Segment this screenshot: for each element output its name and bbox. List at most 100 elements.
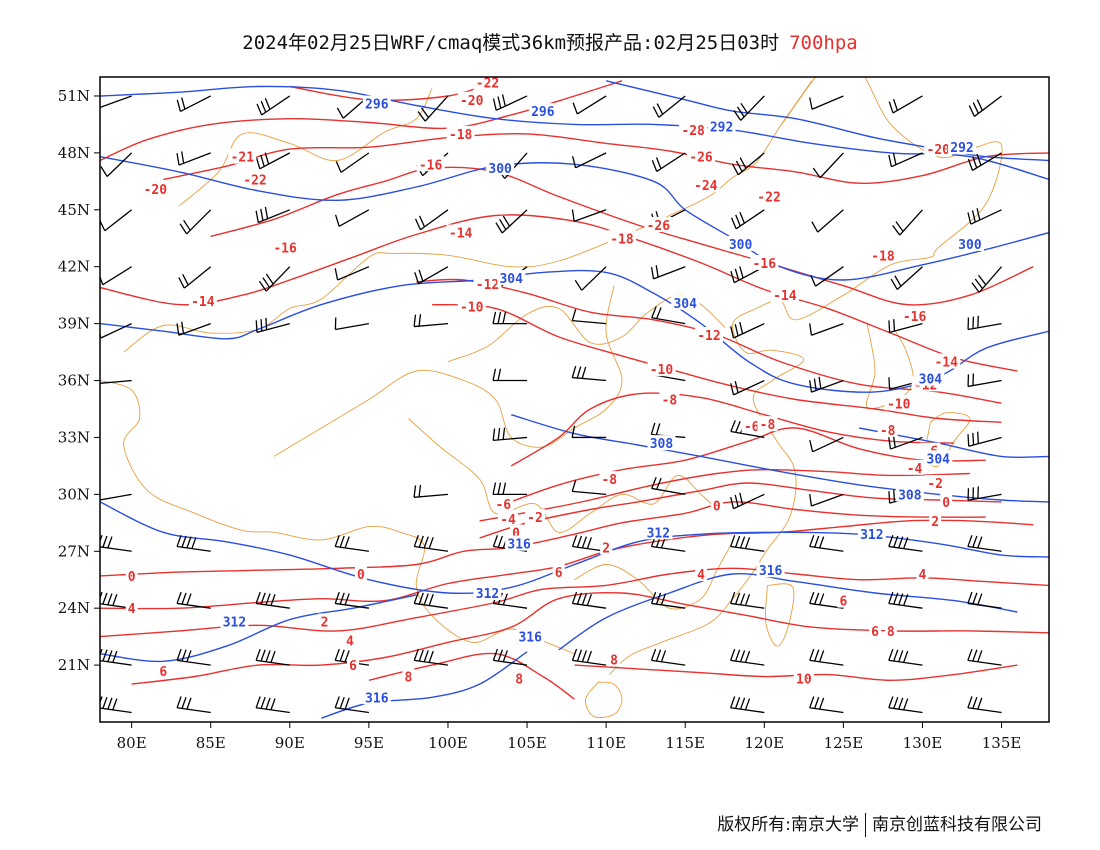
- wind-barb-feather: [810, 274, 817, 287]
- wind-barb-staff: [176, 545, 211, 552]
- height-label: 296: [365, 98, 389, 113]
- contour-label-bg: [895, 486, 924, 502]
- wind-barb-feather: [571, 535, 578, 547]
- wind-barb-feather: [739, 321, 744, 334]
- wind-barb-staff: [967, 602, 1002, 609]
- wind-barb: [495, 209, 528, 234]
- wind-barb: [809, 95, 844, 110]
- wind-barb: [255, 696, 290, 714]
- wind-barb-feather: [736, 106, 745, 118]
- wind-barb-feather: [813, 378, 817, 391]
- wind-barb: [334, 648, 369, 666]
- temperature-label: -16: [273, 242, 297, 257]
- contour-label-bg: [362, 689, 391, 705]
- wind-barb-feather: [100, 648, 103, 657]
- contour-label-bg: [757, 416, 778, 432]
- contour-label-bg: [695, 566, 708, 582]
- wind-barb-feather: [888, 535, 894, 547]
- y-tick-label: 42N: [58, 258, 90, 276]
- temperature-contour: [100, 501, 986, 577]
- wind-barb: [730, 591, 765, 609]
- temperature-label: 0: [357, 568, 365, 583]
- wind-barb-feather: [581, 366, 587, 379]
- wind-barb: [100, 648, 132, 666]
- wind-barb-feather: [413, 314, 417, 327]
- contour-label-bg: [940, 493, 953, 509]
- wind-barb: [571, 479, 607, 496]
- wind-barb: [571, 365, 607, 382]
- contour-label-bg: [220, 613, 249, 629]
- wind-barb-feather: [418, 314, 422, 327]
- wind-barb-feather: [581, 593, 588, 606]
- contour-label-bg: [354, 566, 367, 582]
- wind-barb-feather: [420, 107, 430, 118]
- wind-barb-feather: [492, 428, 496, 441]
- wind-barb-feather: [972, 432, 975, 445]
- footer-separator: [865, 813, 866, 837]
- wind-barb-feather: [730, 648, 736, 661]
- contour-label-bg: [904, 459, 925, 475]
- wind-barb: [892, 209, 923, 236]
- height-label: 292: [950, 141, 973, 156]
- wind-barb-feather: [739, 157, 747, 169]
- temperature-contour: [479, 468, 970, 522]
- contour-label-bg: [770, 287, 799, 303]
- contour-label-bg: [924, 450, 953, 466]
- wind-barb-feather: [888, 491, 891, 504]
- wind-barb-feather: [972, 102, 979, 114]
- wind-barb-feather: [655, 265, 659, 278]
- wind-barb-feather: [903, 537, 909, 549]
- wind-barb: [651, 477, 686, 495]
- wind-barb-feather: [819, 593, 825, 606]
- wind-barb: [572, 95, 607, 115]
- temperature-label: -10: [650, 363, 674, 378]
- temperature-label: -8: [880, 424, 896, 439]
- wind-barb-staff: [974, 95, 1002, 117]
- wind-barb-feather: [107, 536, 113, 549]
- wind-barb-staff: [967, 545, 1002, 552]
- wind-barb-feather: [100, 591, 103, 600]
- wind-barb-feather: [502, 215, 511, 227]
- wind-barb: [968, 95, 1002, 117]
- wind-barb: [888, 95, 923, 114]
- wind-barb: [571, 152, 607, 169]
- temperature-label: 6: [159, 665, 167, 680]
- wind-barb-staff: [572, 659, 607, 666]
- wind-barb: [100, 266, 132, 286]
- contour-label-bg: [446, 125, 475, 141]
- wind-barb-feather: [893, 535, 899, 548]
- wind-barb-staff: [740, 95, 765, 121]
- contour-label-bg: [955, 235, 984, 251]
- temperature-label: -2: [927, 477, 943, 492]
- contour-label-bg: [837, 592, 850, 608]
- wind-barb: [255, 206, 291, 224]
- wind-barb-staff: [493, 602, 528, 609]
- wind-barb-feather: [107, 650, 113, 662]
- wind-barb-feather: [497, 96, 502, 109]
- wind-barb-feather: [255, 320, 258, 333]
- wind-barb: [492, 427, 528, 442]
- wind-barb-feather: [571, 209, 575, 222]
- wind-barb-feather: [428, 650, 434, 663]
- temperature-label: -21: [231, 151, 255, 166]
- temperature-label: 0: [713, 500, 721, 515]
- contour-label-bg: [869, 622, 882, 638]
- wind-barb-staff: [100, 707, 132, 714]
- wind-barb-feather: [730, 696, 736, 709]
- boundary-line: [574, 541, 734, 610]
- wind-barb-feather: [735, 421, 741, 433]
- height-label: 300: [729, 238, 753, 253]
- wind-barb-feather: [888, 320, 891, 333]
- wind-barb-staff: [424, 95, 449, 122]
- temperature-label: 6: [871, 625, 879, 640]
- wind-barb-feather: [262, 277, 271, 288]
- contour-label-bg: [486, 160, 515, 176]
- wind-barb-feather: [497, 427, 501, 441]
- wind-barb-feather: [972, 696, 978, 709]
- wind-barb-staff: [414, 493, 449, 498]
- temperature-label: -8: [601, 473, 617, 488]
- wind-barb-feather: [809, 494, 813, 507]
- contour-label-bg: [857, 526, 886, 542]
- wind-barb-staff: [338, 209, 370, 227]
- wind-barb-feather: [492, 482, 497, 495]
